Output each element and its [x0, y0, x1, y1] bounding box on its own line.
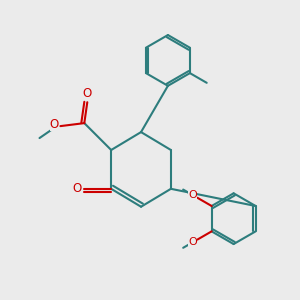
Text: O: O	[188, 190, 197, 200]
Text: O: O	[72, 182, 82, 195]
Text: O: O	[188, 237, 197, 247]
Text: O: O	[50, 118, 59, 131]
Text: O: O	[83, 87, 92, 101]
